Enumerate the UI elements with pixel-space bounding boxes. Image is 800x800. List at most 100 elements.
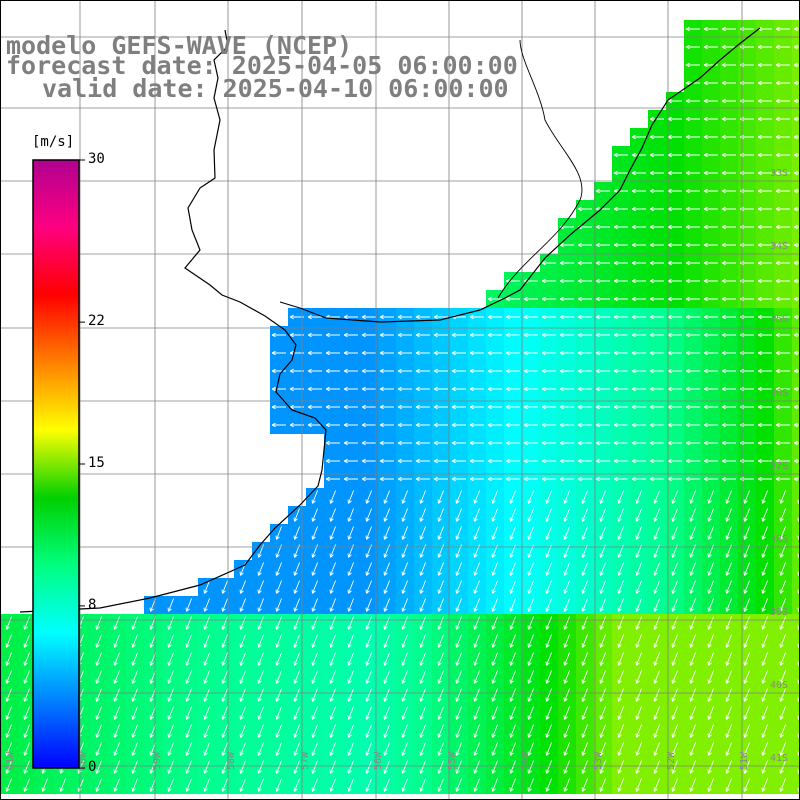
wind-arrow — [527, 760, 534, 774]
wind-arrow — [559, 458, 574, 464]
wind-arrow — [509, 742, 516, 756]
wind-arrow — [667, 224, 682, 230]
wind-arrow — [509, 634, 516, 648]
wind-arrow — [437, 580, 444, 594]
wind-arrow — [617, 598, 624, 612]
wind-arrow — [469, 404, 484, 410]
coastline — [19, 27, 761, 613]
wind-arrow — [617, 562, 624, 576]
wind-arrow — [113, 760, 120, 774]
wind-arrow — [721, 242, 736, 248]
wind-arrow — [793, 26, 800, 32]
wind-arrow — [397, 386, 412, 392]
wind-arrow — [473, 526, 480, 540]
wind-arrow — [599, 742, 606, 756]
wind-arrow — [775, 260, 790, 266]
wind-arrow — [563, 562, 570, 576]
wind-arrow — [613, 440, 628, 446]
wind-arrow — [649, 386, 664, 392]
wind-arrow — [311, 706, 318, 720]
wind-arrow — [383, 616, 390, 630]
wind-arrow — [307, 332, 322, 338]
wind-arrow — [239, 742, 246, 756]
wind-arrow — [343, 332, 358, 338]
wind-arrow — [365, 742, 372, 756]
wind-arrow — [221, 778, 228, 792]
wind-arrow — [743, 652, 750, 666]
wind-cell — [792, 578, 800, 596]
wind-arrow — [577, 458, 592, 464]
wind-arrow — [433, 386, 448, 392]
wind-arrow — [631, 386, 646, 392]
wind-arrow — [649, 314, 664, 320]
wind-arrow — [685, 386, 700, 392]
wind-arrow — [347, 706, 354, 720]
wind-arrow — [415, 332, 430, 338]
wind-arrow — [491, 490, 498, 504]
wind-arrow — [5, 742, 12, 756]
wind-arrow — [257, 760, 264, 774]
wind-arrow — [455, 490, 462, 504]
wind-arrow — [703, 62, 718, 68]
wind-arrow — [779, 508, 786, 522]
wind-arrow — [599, 706, 606, 720]
latitude-label: 37S — [770, 461, 788, 472]
wind-arrow — [559, 242, 574, 248]
wind-arrow — [563, 526, 570, 540]
wind-arrow — [793, 440, 800, 446]
wind-arrow — [779, 490, 786, 504]
wind-arrow — [613, 386, 628, 392]
wind-arrow — [113, 652, 120, 666]
wind-arrow — [293, 724, 300, 738]
wind-arrow — [433, 458, 448, 464]
wind-arrow — [509, 508, 516, 522]
wind-arrow — [271, 332, 286, 338]
wind-arrow — [347, 724, 354, 738]
wind-arrow — [581, 580, 588, 594]
wind-arrow — [487, 476, 502, 482]
wind-arrow — [361, 458, 376, 464]
wind-arrow — [757, 188, 772, 194]
wind-arrow — [343, 422, 358, 428]
wind-arrow — [347, 760, 354, 774]
wind-arrow — [491, 760, 498, 774]
wind-cell — [792, 740, 800, 758]
wind-arrow — [743, 562, 750, 576]
wind-arrow — [383, 508, 390, 522]
wind-arrow — [581, 508, 588, 522]
wind-arrow — [95, 670, 102, 684]
wind-arrow — [613, 278, 628, 284]
wind-arrow — [95, 616, 102, 630]
wind-arrow — [617, 490, 624, 504]
wind-arrow — [793, 368, 800, 374]
wind-arrow — [401, 706, 408, 720]
wind-arrow — [703, 332, 718, 338]
wind-arrow — [613, 152, 628, 158]
wind-arrow — [311, 616, 318, 630]
wind-arrow — [329, 652, 336, 666]
wind-arrow — [793, 296, 800, 302]
wind-arrow — [415, 440, 430, 446]
wind-arrow — [757, 44, 772, 50]
wind-arrow — [635, 670, 642, 684]
wind-arrow — [721, 422, 736, 428]
wind-arrow — [473, 616, 480, 630]
wind-arrow — [649, 404, 664, 410]
wind-arrow — [311, 652, 318, 666]
wind-arrow — [707, 688, 714, 702]
wind-arrow — [685, 440, 700, 446]
wind-arrow — [779, 634, 786, 648]
wind-arrow — [613, 332, 628, 338]
wind-arrow — [433, 314, 448, 320]
wind-arrow — [671, 490, 678, 504]
wind-arrow — [343, 458, 358, 464]
wind-arrow — [487, 368, 502, 374]
wind-arrow — [721, 296, 736, 302]
wind-arrow — [545, 616, 552, 630]
wind-arrow — [271, 350, 286, 356]
wind-arrow — [775, 350, 790, 356]
wind-arrow — [595, 404, 610, 410]
wind-arrow — [361, 386, 376, 392]
wind-arrow — [419, 490, 426, 504]
wind-arrow — [559, 476, 574, 482]
